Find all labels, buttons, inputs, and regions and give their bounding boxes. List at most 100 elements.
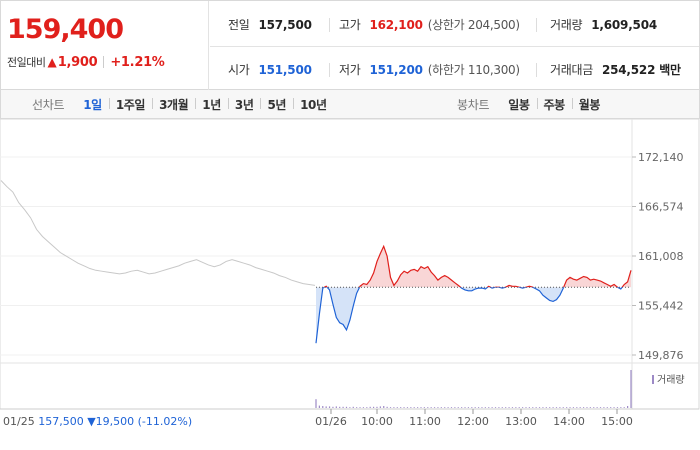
volume-bar [345, 406, 348, 408]
volume-bar [579, 407, 581, 408]
x-tick-label: 15:00 [601, 415, 633, 428]
volume-bar [369, 406, 371, 408]
tab-1year[interactable]: 1년 [195, 96, 228, 113]
volume-bar [603, 407, 605, 408]
volume-cell: 거래량 1,609,504 [550, 16, 657, 33]
high-cell: 고가 162,100 (상한가 204,500) [339, 16, 520, 33]
volume-bar [457, 407, 459, 408]
high-label: 고가 [339, 18, 361, 32]
high-value: 162,100 [369, 17, 423, 32]
volume-bar [440, 407, 442, 408]
volume-bar [474, 407, 476, 408]
prev-close-cell: 전일 157,500 [228, 16, 312, 33]
volume-bar [488, 407, 490, 408]
volume-bar [328, 406, 331, 408]
volume-bar [335, 406, 337, 408]
tab-monthly-candle[interactable]: 월봉 [571, 96, 607, 113]
divider [103, 56, 105, 68]
volume-bar [627, 406, 629, 408]
volume-bar [430, 407, 432, 408]
volume-bar [372, 406, 375, 408]
volume-bar [467, 407, 470, 408]
volume-label: 거래량 [550, 18, 583, 32]
volume-bar [505, 407, 507, 408]
today-line-down [315, 287, 623, 344]
prev-day-pct: (-11.02%) [138, 415, 193, 428]
prev-day-change: ▼19,500 [87, 415, 137, 428]
x-tick-label: 10:00 [361, 415, 393, 428]
price-chart-svg[interactable]: 172,140 166,574 161,008 155,442 149,876 거래량 01… [0, 119, 700, 450]
volume-bar [433, 407, 436, 408]
volume-bar [332, 406, 334, 408]
volume-legend-label: 거래량 [657, 374, 685, 386]
volume-bar [356, 407, 358, 408]
current-price: 159,400 [7, 14, 124, 45]
prev-day-line [0, 180, 316, 286]
volume-bar [413, 407, 415, 408]
volume-bar [549, 407, 551, 408]
volume-bar [437, 407, 439, 408]
volume-bar [406, 407, 409, 408]
volume-bar [501, 407, 503, 408]
volume-bar [566, 407, 568, 408]
volume-bar [376, 406, 378, 408]
volume-bar [423, 407, 425, 408]
tab-10year[interactable]: 10년 [293, 96, 334, 113]
volume-bar [396, 407, 398, 408]
candle-chart-tabs: 봉차트 일봉 주봉 월봉 [457, 90, 607, 119]
volume-bar [542, 407, 544, 408]
volume-bar [420, 407, 422, 408]
tab-weekly-candle[interactable]: 주봉 [536, 96, 572, 113]
volume-bar [318, 405, 320, 408]
volume-bar [339, 406, 341, 408]
upper-limit-note: (상한가 204,500) [427, 18, 520, 32]
volume-bar [393, 407, 395, 408]
volume-bar [518, 407, 520, 408]
volume-bar [532, 407, 534, 408]
volume-bar [606, 407, 608, 408]
volume-bar [599, 407, 602, 408]
open-value: 151,500 [258, 62, 312, 77]
volume-bar [610, 407, 612, 408]
price-tick-label: 161,008 [638, 250, 684, 263]
change-percent: +1.21% [110, 54, 165, 70]
volume-bar [525, 407, 527, 408]
volume-bar [464, 407, 466, 408]
price-plot-frame [0, 119, 700, 410]
tab-3month[interactable]: 3개월 [152, 96, 195, 113]
current-price-box: 159,400 전일대비 ▲ 1,900 +1.21% [1, 1, 209, 91]
volume-bar [515, 407, 517, 408]
tab-daily-candle[interactable]: 일봉 [508, 98, 530, 112]
trade-value-cell: 거래대금 254,522 백만 [550, 61, 681, 78]
change-line: 전일대비 ▲ 1,900 +1.21% [7, 54, 165, 70]
price-tick-label: 149,876 [638, 349, 684, 362]
price-chart[interactable]: 172,140 166,574 161,008 155,442 149,876 거래량 01… [0, 119, 700, 450]
volume-bar [454, 407, 456, 408]
volume-bar [481, 407, 483, 408]
volume-bar [593, 407, 595, 408]
low-cell: 저가 151,200 (하한가 110,300) [339, 61, 520, 78]
volume-bar [383, 406, 385, 408]
volume-bar [498, 407, 500, 408]
volume-bar [362, 407, 365, 408]
volume-bar [410, 407, 412, 408]
tab-1week[interactable]: 1주일 [108, 96, 152, 113]
price-summary-panel: 159,400 전일대비 ▲ 1,900 +1.21% 전일 157,500 고… [0, 0, 700, 91]
prev-day-info: 01/25 157,500 ▼19,500 (-11.02%) [3, 415, 192, 428]
up-triangle-icon: ▲ [47, 55, 57, 69]
volume-bar [569, 407, 571, 408]
today-down-area [316, 287, 631, 344]
tab-3year[interactable]: 3년 [227, 96, 261, 113]
tab-5year[interactable]: 5년 [260, 96, 293, 113]
volume-bar [508, 407, 510, 408]
volume-bar [471, 407, 473, 408]
tab-1day[interactable]: 1일 [83, 98, 102, 112]
divider [536, 63, 537, 77]
line-chart-tabs: 선차트 1일 1주일 3개월 1년 3년 5년 10년 [32, 90, 334, 119]
volume-bar [596, 407, 598, 408]
volume-bar [447, 407, 449, 408]
volume-value: 1,609,504 [591, 17, 657, 32]
volume-bar [545, 407, 547, 408]
price-tick-label: 172,140 [638, 151, 684, 164]
x-tick-label: 13:00 [505, 415, 537, 428]
